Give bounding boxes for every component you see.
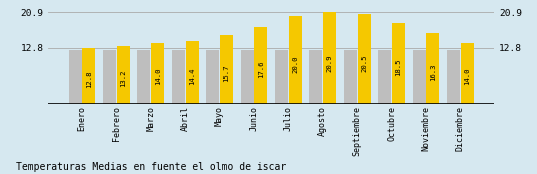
Bar	[82, 48, 96, 104]
Bar	[151, 43, 164, 104]
Bar	[289, 16, 302, 104]
Text: 14.0: 14.0	[465, 68, 470, 85]
Bar	[172, 50, 185, 104]
Bar	[220, 35, 233, 104]
Bar	[206, 50, 219, 104]
Text: 14.4: 14.4	[189, 67, 195, 85]
Bar	[461, 43, 474, 104]
Bar	[186, 41, 199, 104]
Bar	[323, 12, 336, 104]
Text: 15.7: 15.7	[223, 65, 229, 82]
Bar	[255, 27, 267, 104]
Text: 20.5: 20.5	[361, 55, 367, 73]
Bar	[378, 50, 391, 104]
Bar	[392, 23, 405, 104]
Bar	[447, 50, 460, 104]
Bar	[426, 33, 439, 104]
Text: 12.8: 12.8	[86, 70, 92, 88]
Bar	[412, 50, 426, 104]
Text: 14.0: 14.0	[155, 68, 161, 85]
Bar	[309, 50, 322, 104]
Text: Temperaturas Medias en fuente el olmo de iscar: Temperaturas Medias en fuente el olmo de…	[16, 162, 286, 172]
Bar	[275, 50, 288, 104]
Bar	[103, 50, 116, 104]
Bar	[241, 50, 253, 104]
Text: 13.2: 13.2	[120, 69, 126, 87]
Bar	[69, 50, 82, 104]
Bar	[137, 50, 150, 104]
Text: 20.9: 20.9	[326, 54, 332, 72]
Text: 16.3: 16.3	[430, 63, 436, 81]
Text: 20.0: 20.0	[292, 56, 298, 73]
Text: 17.6: 17.6	[258, 61, 264, 78]
Bar	[117, 46, 130, 104]
Text: 18.5: 18.5	[395, 59, 402, 76]
Bar	[344, 50, 357, 104]
Bar	[358, 14, 371, 104]
